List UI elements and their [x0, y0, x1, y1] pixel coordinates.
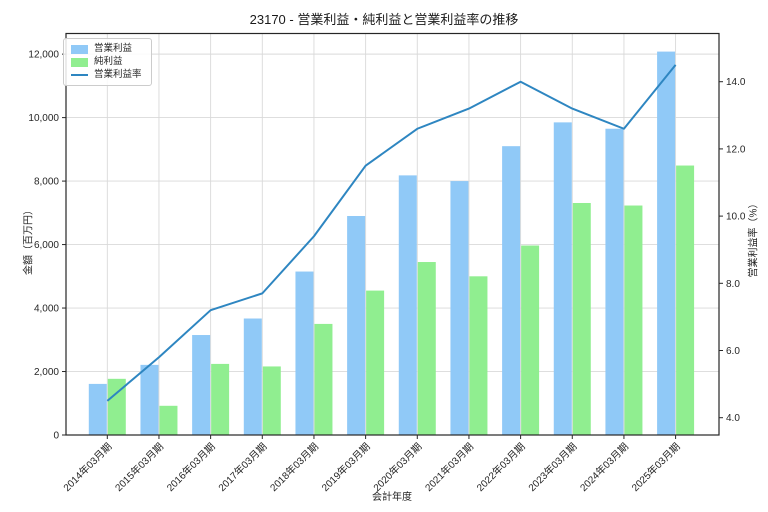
x-tick-label: 2022年03月期 — [474, 440, 528, 494]
left-tick-label: 4,000 — [34, 304, 59, 315]
left-tick-label: 0 — [53, 431, 59, 442]
bar-net-profit-8 — [521, 245, 540, 435]
x-tick-label: 2014年03月期 — [60, 440, 114, 494]
right-tick-label: 10.0 — [726, 212, 746, 223]
bar-operating-profit-7 — [450, 181, 469, 435]
left-tick-label: 8,000 — [34, 177, 59, 188]
bar-operating-profit-3 — [243, 318, 262, 435]
legend-swatch-operating-margin — [71, 74, 88, 76]
x-tick-label: 2023年03月期 — [525, 440, 579, 494]
bar-net-profit-4 — [314, 323, 333, 435]
y-axis-label-right: 営業利益率（%） — [748, 198, 760, 278]
legend-label-operating-profit: 営業利益 — [94, 43, 133, 54]
bar-net-profit-0 — [107, 378, 126, 435]
legend-swatch-net-profit — [71, 57, 88, 67]
legend-item-net-profit: 純利益 — [71, 57, 142, 67]
bar-net-profit-10 — [624, 205, 643, 435]
x-tick-label: 2025年03月期 — [629, 440, 683, 494]
right-tick-label: 8.0 — [726, 279, 740, 290]
plot-border — [65, 32, 720, 436]
bar-net-profit-9 — [572, 202, 591, 435]
legend-swatch-operating-profit — [71, 44, 88, 54]
bar-operating-profit-8 — [502, 146, 521, 435]
left-tick-label: 12,000 — [28, 50, 59, 61]
right-tick-label: 6.0 — [726, 346, 740, 357]
right-tick-label: 4.0 — [726, 413, 740, 424]
bar-operating-profit-11 — [657, 51, 676, 435]
bar-net-profit-1 — [159, 405, 178, 435]
bar-operating-profit-9 — [553, 122, 572, 435]
chart-title: 23170 - 営業利益・純利益と営業利益率の推移 — [249, 12, 519, 27]
bar-net-profit-2 — [211, 363, 230, 435]
bar-net-profit-3 — [262, 366, 281, 435]
x-tick-label: 2024年03月期 — [577, 440, 631, 494]
bar-operating-profit-0 — [88, 383, 107, 435]
x-tick-label: 2015年03月期 — [112, 440, 166, 494]
bar-operating-profit-1 — [140, 364, 159, 435]
y-axis-label-left: 金額（百万円） — [23, 205, 35, 275]
bar-operating-profit-4 — [295, 271, 314, 435]
bar-operating-profit-5 — [347, 216, 366, 435]
x-axis-label: 会計年度 — [372, 492, 412, 503]
x-tick-label: 2017年03月期 — [215, 440, 269, 494]
legend-label-operating-margin: 営業利益率 — [94, 69, 142, 80]
legend-label-net-profit: 純利益 — [94, 56, 123, 67]
x-tick-label: 2018年03月期 — [267, 440, 321, 494]
bar-operating-profit-10 — [605, 128, 624, 435]
left-tick-label: 6,000 — [34, 240, 59, 251]
x-tick-label: 2016年03月期 — [164, 440, 218, 494]
operating-margin-line — [106, 64, 677, 402]
bar-operating-profit-6 — [398, 175, 417, 436]
bar-net-profit-6 — [417, 262, 436, 435]
bar-net-profit-7 — [469, 276, 488, 435]
right-tick-label: 12.0 — [726, 144, 746, 155]
left-tick-label: 2,000 — [34, 367, 59, 378]
x-tick-label: 2020年03月期 — [370, 440, 424, 494]
left-tick-label: 10,000 — [28, 113, 59, 124]
x-tick-label: 2021年03月期 — [422, 440, 476, 494]
bar-operating-profit-2 — [192, 335, 211, 435]
legend-item-operating-margin: 営業利益率 — [71, 70, 142, 80]
right-tick-label: 14.0 — [726, 77, 746, 88]
legend: 営業利益 純利益 営業利益率 — [63, 38, 152, 86]
bar-net-profit-11 — [676, 165, 695, 435]
x-tick-label: 2019年03月期 — [319, 440, 373, 494]
bar-net-profit-5 — [366, 290, 385, 435]
legend-item-operating-profit: 営業利益 — [71, 44, 142, 54]
